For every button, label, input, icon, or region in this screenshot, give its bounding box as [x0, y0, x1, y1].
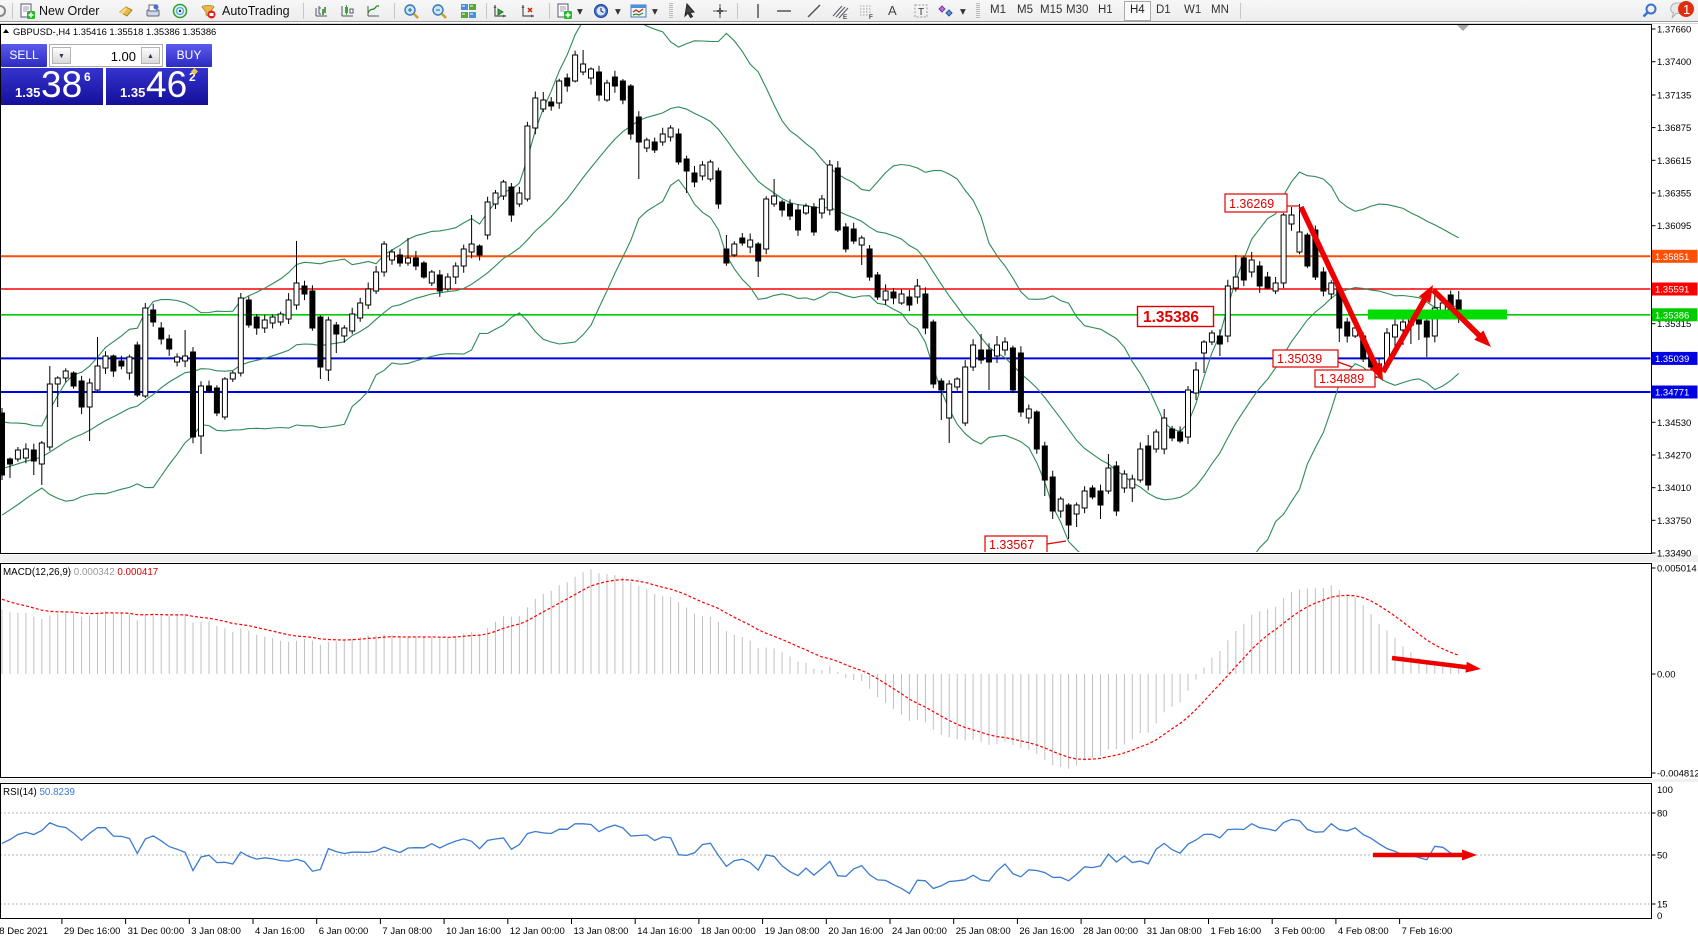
svg-text:100: 100 — [1657, 785, 1673, 796]
svg-text:1.35386: 1.35386 — [1655, 310, 1689, 321]
svg-text:0: 0 — [1657, 911, 1662, 922]
svg-text:1.34530: 1.34530 — [1657, 418, 1691, 429]
svg-text:1.34889: 1.34889 — [1319, 372, 1364, 386]
svg-text:1.36095: 1.36095 — [1657, 221, 1691, 232]
svg-text:28 Jan 00:00: 28 Jan 00:00 — [1083, 926, 1138, 937]
svg-text:1.37660: 1.37660 — [1657, 25, 1691, 36]
svg-text:1: 1 — [1683, 2, 1690, 17]
svg-text:80: 80 — [1657, 809, 1668, 820]
svg-text:20 Jan 16:00: 20 Jan 16:00 — [828, 926, 883, 937]
svg-text:T: T — [918, 7, 924, 18]
svg-text:1 Feb 16:00: 1 Feb 16:00 — [1211, 926, 1262, 937]
svg-text:19 Jan 08:00: 19 Jan 08:00 — [765, 926, 820, 937]
svg-text:0.005014: 0.005014 — [1657, 564, 1697, 575]
svg-text:25 Jan 08:00: 25 Jan 08:00 — [956, 926, 1011, 937]
svg-text:24 Jan 00:00: 24 Jan 00:00 — [892, 926, 947, 937]
svg-text:1.36615: 1.36615 — [1657, 156, 1691, 167]
svg-text:50: 50 — [1657, 851, 1668, 862]
svg-text:1.35386: 1.35386 — [1143, 309, 1199, 326]
svg-text:29 Dec 16:00: 29 Dec 16:00 — [64, 926, 121, 937]
svg-text:1.34270: 1.34270 — [1657, 451, 1691, 462]
svg-text:1.36875: 1.36875 — [1657, 123, 1691, 134]
svg-text:1.33567: 1.33567 — [989, 538, 1034, 552]
svg-text:RSI(14) 50.8239: RSI(14) 50.8239 — [3, 787, 75, 798]
svg-text:6 Jan 00:00: 6 Jan 00:00 — [319, 926, 369, 937]
svg-text:1.33490: 1.33490 — [1657, 549, 1691, 560]
svg-text:12 Jan 00:00: 12 Jan 00:00 — [510, 926, 565, 937]
svg-text:1.34010: 1.34010 — [1657, 483, 1691, 494]
svg-text:1.36355: 1.36355 — [1657, 189, 1691, 200]
svg-text:1.36269: 1.36269 — [1229, 197, 1274, 211]
svg-text:4 Feb 08:00: 4 Feb 08:00 — [1338, 926, 1389, 937]
svg-text:-0.004812: -0.004812 — [1657, 769, 1698, 780]
svg-text:1.34771: 1.34771 — [1655, 388, 1689, 399]
svg-text:1.35039: 1.35039 — [1277, 352, 1322, 366]
svg-text:7 Feb 16:00: 7 Feb 16:00 — [1402, 926, 1453, 937]
svg-text:14 Jan 16:00: 14 Jan 16:00 — [637, 926, 692, 937]
svg-text:E: E — [843, 14, 848, 20]
svg-text:26 Jan 16:00: 26 Jan 16:00 — [1019, 926, 1074, 937]
svg-text:10 Jan 16:00: 10 Jan 16:00 — [446, 926, 501, 937]
svg-text:31 Dec 00:00: 31 Dec 00:00 — [128, 926, 185, 937]
svg-text:MACD(12,26,9) 0.000342 0.00041: MACD(12,26,9) 0.000342 0.000417 — [3, 567, 158, 578]
svg-text:1.37400: 1.37400 — [1657, 57, 1691, 68]
svg-text:31 Jan 08:00: 31 Jan 08:00 — [1147, 926, 1202, 937]
svg-text:GBPUSD-,H4 1.35416 1.35518 1.: GBPUSD-,H4 1.35416 1.35518 1.35386 1.353… — [13, 26, 216, 37]
svg-text:0.00: 0.00 — [1657, 670, 1676, 681]
svg-text:28 Dec 2021: 28 Dec 2021 — [0, 926, 48, 937]
svg-text:7 Jan 08:00: 7 Jan 08:00 — [382, 926, 432, 937]
svg-text:3 Feb 00:00: 3 Feb 00:00 — [1274, 926, 1325, 937]
svg-text:18 Jan 00:00: 18 Jan 00:00 — [701, 926, 756, 937]
svg-text:13 Jan 08:00: 13 Jan 08:00 — [574, 926, 629, 937]
svg-text:1.33750: 1.33750 — [1657, 516, 1691, 527]
svg-text:1.35039: 1.35039 — [1655, 354, 1689, 365]
svg-text:F: F — [869, 14, 873, 20]
svg-text:1.35591: 1.35591 — [1655, 285, 1689, 296]
svg-text:15: 15 — [1657, 900, 1668, 911]
svg-text:4 Jan 16:00: 4 Jan 16:00 — [255, 926, 305, 937]
svg-text:3 Jan 08:00: 3 Jan 08:00 — [191, 926, 241, 937]
svg-text:1.35851: 1.35851 — [1655, 252, 1689, 263]
svg-text:1.35315: 1.35315 — [1657, 319, 1691, 330]
svg-text:1.37135: 1.37135 — [1657, 91, 1691, 102]
